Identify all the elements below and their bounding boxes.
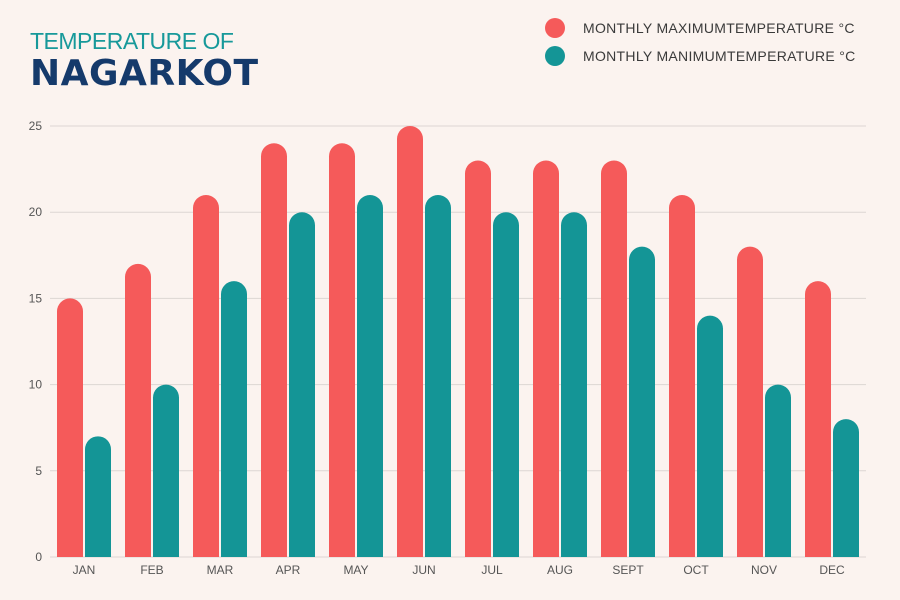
bar-max-jun xyxy=(397,126,423,557)
legend-label-min: MONTHLY MANIMUMTEMPERATURE °C xyxy=(583,48,856,64)
bar-min-dec xyxy=(833,419,859,557)
bar-max-nov xyxy=(737,246,764,558)
bar-max-jul xyxy=(465,160,491,557)
legend-dot-max xyxy=(545,18,565,38)
title-line-1: TEMPERATURE OF xyxy=(30,28,234,54)
chart-title: TEMPERATURE OF NAGARKOT xyxy=(30,28,259,94)
bar-min-oct xyxy=(697,315,723,557)
y-tick-label: 10 xyxy=(29,378,43,392)
bar-max-dec xyxy=(805,281,831,557)
x-tick-label: NOV xyxy=(751,563,777,577)
bar-max-jan xyxy=(57,298,83,557)
x-tick-label: JUL xyxy=(481,563,503,577)
bar-max-mar xyxy=(193,194,219,557)
title-line-2: NAGARKOT xyxy=(30,53,259,94)
bar-min-jul xyxy=(493,212,519,557)
bar-max-oct xyxy=(669,194,695,557)
y-tick-label: 15 xyxy=(29,291,43,305)
bar-max-feb xyxy=(125,263,151,557)
bar-min-feb xyxy=(153,384,179,557)
x-tick-label: APR xyxy=(276,563,301,577)
bar-max-aug xyxy=(533,160,559,557)
bar-min-may xyxy=(357,194,383,557)
bar-min-mar xyxy=(221,281,247,557)
legend-item-max: MONTHLY MAXIMUMTEMPERATURE °C xyxy=(545,14,856,42)
x-tick-label: JUN xyxy=(412,563,435,577)
x-tick-label: MAY xyxy=(343,563,368,577)
x-tick-label: DEC xyxy=(819,563,845,577)
x-tick-label: SEPT xyxy=(612,563,644,577)
bar-min-aug xyxy=(561,212,587,557)
x-tick-label: AUG xyxy=(547,563,573,577)
bar-max-sept xyxy=(601,160,627,557)
bar-min-apr xyxy=(289,212,315,557)
bar-min-jun xyxy=(425,194,451,557)
bar-max-may xyxy=(329,143,355,558)
y-tick-label: 5 xyxy=(35,464,42,478)
y-tick-label: 20 xyxy=(29,205,43,219)
legend-item-min: MONTHLY MANIMUMTEMPERATURE °C xyxy=(545,42,856,70)
legend-dot-min xyxy=(545,46,565,66)
legend: MONTHLY MAXIMUMTEMPERATURE °C MONTHLY MA… xyxy=(545,14,856,70)
y-tick-label: 25 xyxy=(29,119,43,133)
bar-min-nov xyxy=(765,384,791,557)
bar-min-sept xyxy=(629,246,655,558)
x-tick-label: MAR xyxy=(207,563,234,577)
x-tick-label: OCT xyxy=(683,563,709,577)
legend-label-max: MONTHLY MAXIMUMTEMPERATURE °C xyxy=(583,20,855,36)
x-tick-label: FEB xyxy=(140,563,163,577)
bar-min-jan xyxy=(85,436,111,557)
bar-max-apr xyxy=(261,143,287,558)
x-tick-label: JAN xyxy=(73,563,96,577)
y-tick-label: 0 xyxy=(35,550,42,564)
